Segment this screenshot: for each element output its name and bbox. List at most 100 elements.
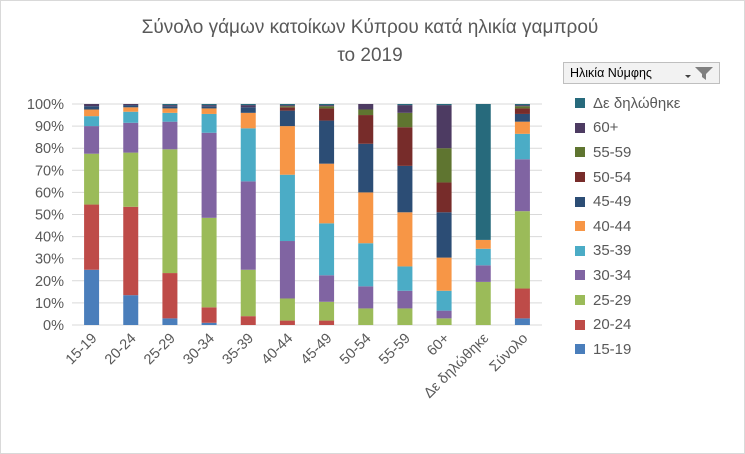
y-tick-label: 70% xyxy=(35,163,64,179)
bar-segment xyxy=(319,163,335,224)
bar-segment xyxy=(201,307,217,323)
bar-segment xyxy=(358,143,374,193)
bar-segment xyxy=(319,320,335,325)
bar-segment xyxy=(436,212,452,258)
bar-segment xyxy=(201,113,217,133)
filter-dropdown-icon xyxy=(685,67,713,80)
legend-item: 15-19 xyxy=(575,337,680,362)
legend-item: 40-44 xyxy=(575,214,680,239)
bar-segment xyxy=(240,316,256,325)
legend-item: 50-54 xyxy=(575,165,680,190)
legend-label: 20-24 xyxy=(593,316,632,334)
bar-segment xyxy=(514,133,530,160)
bar-segment xyxy=(240,107,256,113)
legend-swatch xyxy=(575,122,585,133)
bar-segment xyxy=(436,310,452,319)
bar-segment xyxy=(358,308,374,325)
x-tick-label: Σύνολο xyxy=(487,331,532,376)
legend-item: 35-39 xyxy=(575,239,680,264)
legend-swatch xyxy=(575,196,585,207)
legend-swatch xyxy=(575,98,585,109)
legend-label: 15-19 xyxy=(593,340,632,358)
legend-label: 35-39 xyxy=(593,242,632,260)
bar-segment xyxy=(162,104,178,106)
bar-segment xyxy=(397,112,413,128)
bar-segment xyxy=(397,165,413,213)
bar-segment xyxy=(84,126,100,154)
bar-segment xyxy=(123,107,139,112)
bar-segment xyxy=(84,116,100,127)
bar-segment xyxy=(240,181,256,270)
legend-swatch xyxy=(575,172,585,183)
bar-segment xyxy=(319,120,335,164)
legend: Δε δηλώθηκε 60+ 55-59 50-54 45-49 40-44 35-39 3… xyxy=(575,91,680,362)
bar-segment xyxy=(162,108,178,113)
legend-label: 50-54 xyxy=(593,168,632,186)
legend-item: 20-24 xyxy=(575,312,680,337)
bar-segment xyxy=(319,301,335,321)
bar-segment xyxy=(84,104,100,107)
bar-segment xyxy=(397,308,413,325)
bar-segment xyxy=(162,106,178,109)
bar-segment xyxy=(436,105,452,149)
chart-title-line-2: το 2019 xyxy=(337,45,403,66)
bar-segment xyxy=(279,298,295,321)
y-tick-label: 50% xyxy=(35,208,64,224)
y-tick-label: 90% xyxy=(35,119,64,135)
bar-segment xyxy=(319,106,335,109)
bar-segment xyxy=(279,241,295,299)
x-tick-label: 15-19 xyxy=(63,331,101,369)
bar-segment xyxy=(514,318,530,325)
bar-segment xyxy=(358,115,374,144)
legend-header-label: Ηλικία Νύμφης xyxy=(570,66,652,80)
bar-segment xyxy=(201,108,217,114)
bar-segment xyxy=(201,104,217,106)
bar-segment xyxy=(475,248,491,266)
x-tick-label: 30-34 xyxy=(180,331,218,369)
legend-item: 45-49 xyxy=(575,189,680,214)
legend-item: Δε δηλώθηκε xyxy=(575,91,680,116)
bar-segment xyxy=(397,290,413,309)
bar-segment xyxy=(514,113,530,122)
bar-segment xyxy=(319,108,335,121)
bar-segment xyxy=(319,105,335,107)
bar-segment xyxy=(319,275,335,302)
y-tick-label: 40% xyxy=(35,230,64,246)
bar-segment xyxy=(514,121,530,134)
bar-segment xyxy=(279,105,295,107)
y-tick-label: 30% xyxy=(35,252,64,268)
bar-segment xyxy=(397,104,413,106)
filter-dropdown-button[interactable] xyxy=(679,63,719,83)
legend-item: 55-59 xyxy=(575,140,680,165)
legend-filter-header[interactable]: Ηλικία Νύμφης xyxy=(563,62,720,84)
bar-segment xyxy=(279,104,295,106)
bar-segment xyxy=(84,109,100,117)
bar-segment xyxy=(358,104,374,110)
bar-segment xyxy=(475,281,491,325)
bar-segment xyxy=(162,105,178,107)
bar-segment xyxy=(358,192,374,244)
legend-label: 30-34 xyxy=(593,266,632,284)
bar-segment xyxy=(84,269,100,325)
bar-segment xyxy=(319,223,335,276)
bar-segment xyxy=(84,106,100,110)
bar-segment xyxy=(475,104,491,240)
legend-item: 25-29 xyxy=(575,288,680,313)
bar-segment xyxy=(240,128,256,182)
bar-segment xyxy=(279,320,295,325)
bar-segment xyxy=(123,206,139,296)
bar-segment xyxy=(201,217,217,308)
bar-segment xyxy=(162,318,178,325)
bar-segment xyxy=(436,104,452,106)
bar-segment xyxy=(84,204,100,270)
chart-title: Σύνολο γάμων κατοίκων Κύπρου κατά ηλικία… xyxy=(40,14,700,70)
bar-segment xyxy=(514,104,530,106)
bar-segment xyxy=(279,174,295,242)
legend-swatch xyxy=(575,245,585,256)
bar-segment xyxy=(358,243,374,287)
legend-label: 55-59 xyxy=(593,143,632,161)
bar-segment xyxy=(436,318,452,325)
x-tick-label: 55-59 xyxy=(376,331,414,369)
bar-segment xyxy=(123,152,139,207)
bar-segment xyxy=(279,107,295,111)
